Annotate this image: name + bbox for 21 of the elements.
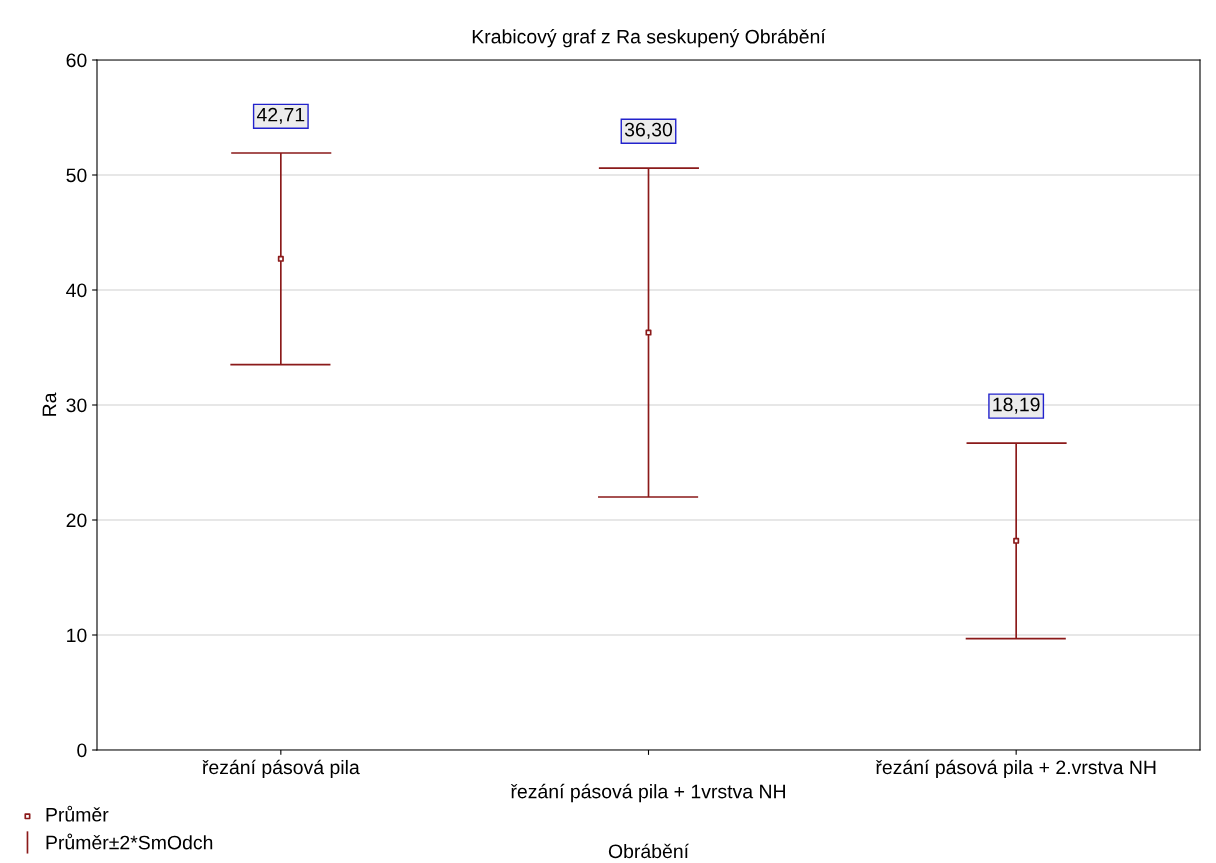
x-tick-label: řezání pásová pila + 2.vrstva NH (875, 759, 1156, 779)
x-axis-title: Obrábění (608, 843, 689, 859)
y-tick-label: 30 (66, 398, 87, 413)
y-tick-label: 40 (66, 283, 87, 298)
y-tick-label: 20 (66, 513, 87, 528)
point (1013, 537, 1020, 544)
annotation: 42,71 (256, 107, 305, 124)
point (645, 329, 652, 336)
point (277, 255, 284, 262)
y-tick-label: 0 (77, 743, 87, 758)
annotation: 36,30 (624, 122, 673, 139)
x-tick-label: řezání pásová pila + 1vrstva NH (510, 783, 785, 803)
y-axis-title: Ra (42, 392, 57, 416)
chart-title: Krabicový graf z Ra seskupený Obrábění (472, 29, 826, 48)
x-tick-label: řezání pásová pila (202, 759, 360, 779)
text: Průměr±2*SmOdch (46, 833, 213, 850)
y-tick-label: 60 (66, 53, 87, 68)
annotation: 18,19 (993, 397, 1040, 414)
y-tick-label: 10 (67, 628, 87, 643)
legend-label: Průměr (46, 805, 109, 822)
y-tick-label: 50 (66, 168, 87, 183)
